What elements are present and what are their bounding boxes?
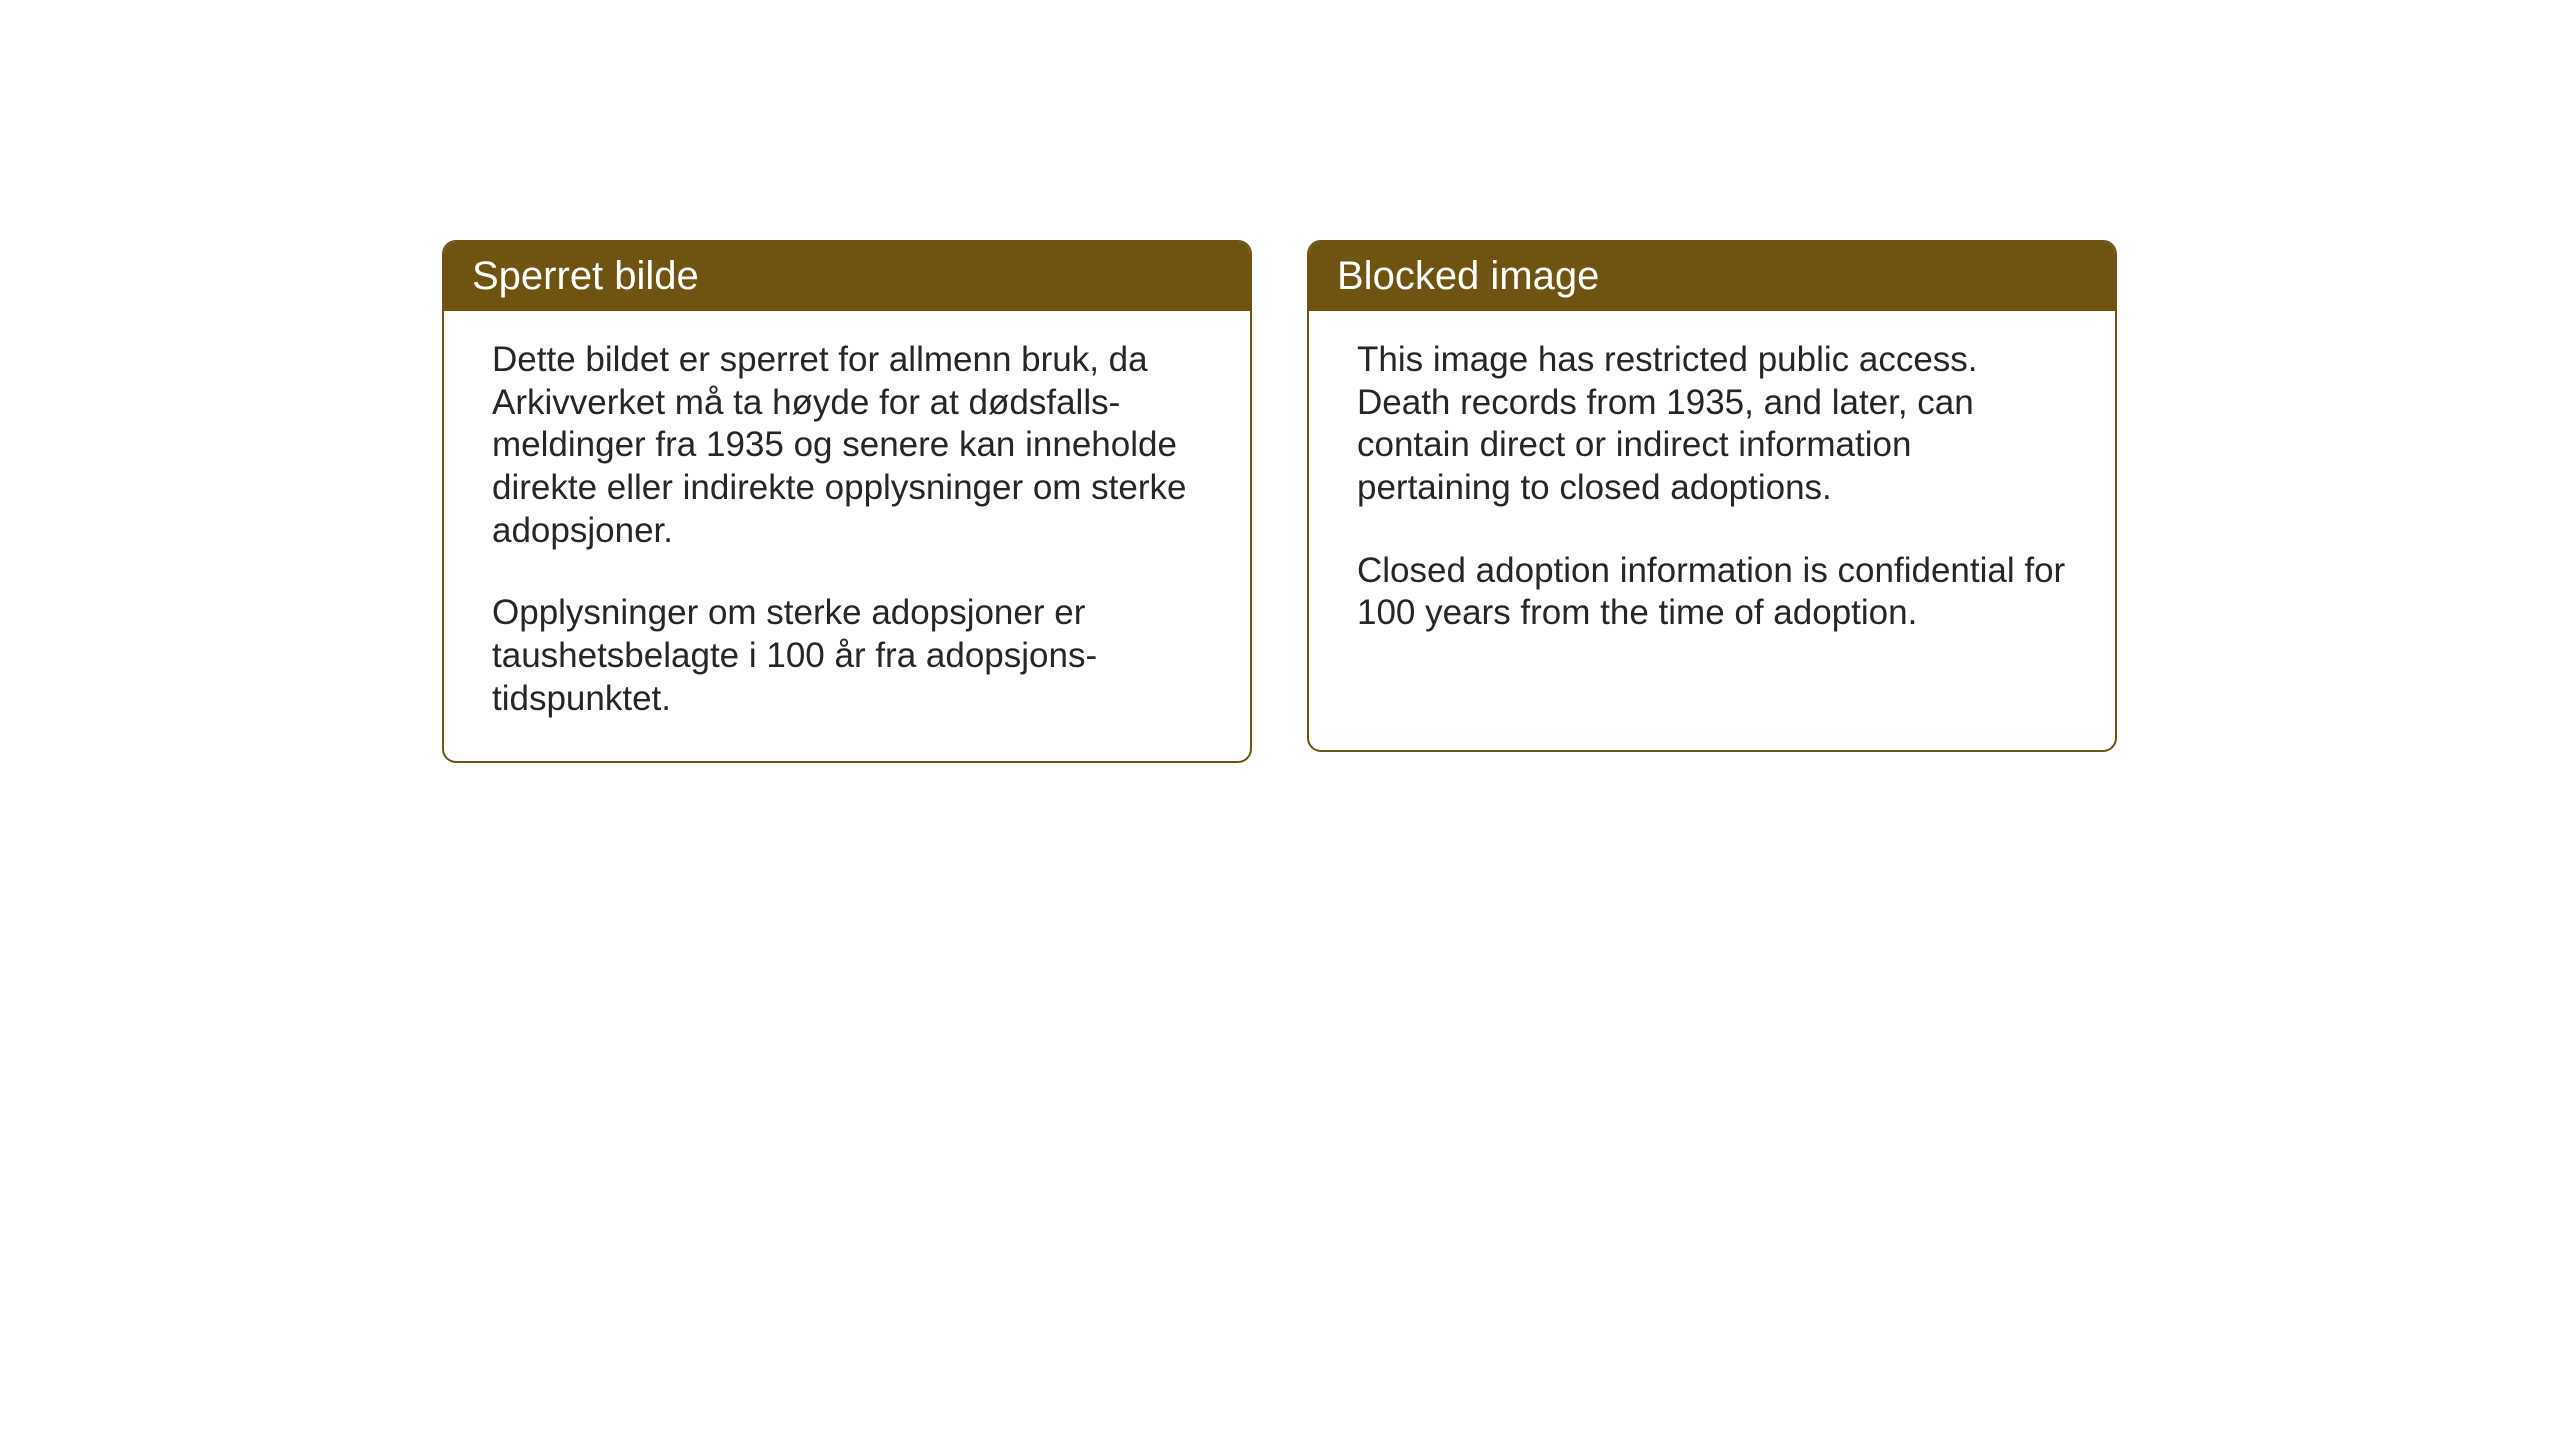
english-card-body: This image has restricted public access.… (1309, 311, 2115, 675)
english-paragraph-1: This image has restricted public access.… (1357, 339, 2067, 510)
english-paragraph-2: Closed adoption information is confident… (1357, 550, 2067, 635)
norwegian-card: Sperret bilde Dette bildet er sperret fo… (442, 240, 1252, 763)
norwegian-paragraph-1: Dette bildet er sperret for allmenn bruk… (492, 339, 1202, 552)
cards-container: Sperret bilde Dette bildet er sperret fo… (442, 240, 2117, 763)
english-card-title: Blocked image (1337, 254, 1599, 298)
english-card-header: Blocked image (1309, 242, 2115, 311)
norwegian-paragraph-2: Opplysninger om sterke adopsjoner er tau… (492, 592, 1202, 720)
norwegian-card-header: Sperret bilde (444, 242, 1250, 311)
english-card: Blocked image This image has restricted … (1307, 240, 2117, 752)
norwegian-card-title: Sperret bilde (472, 254, 699, 298)
norwegian-card-body: Dette bildet er sperret for allmenn bruk… (444, 311, 1250, 761)
